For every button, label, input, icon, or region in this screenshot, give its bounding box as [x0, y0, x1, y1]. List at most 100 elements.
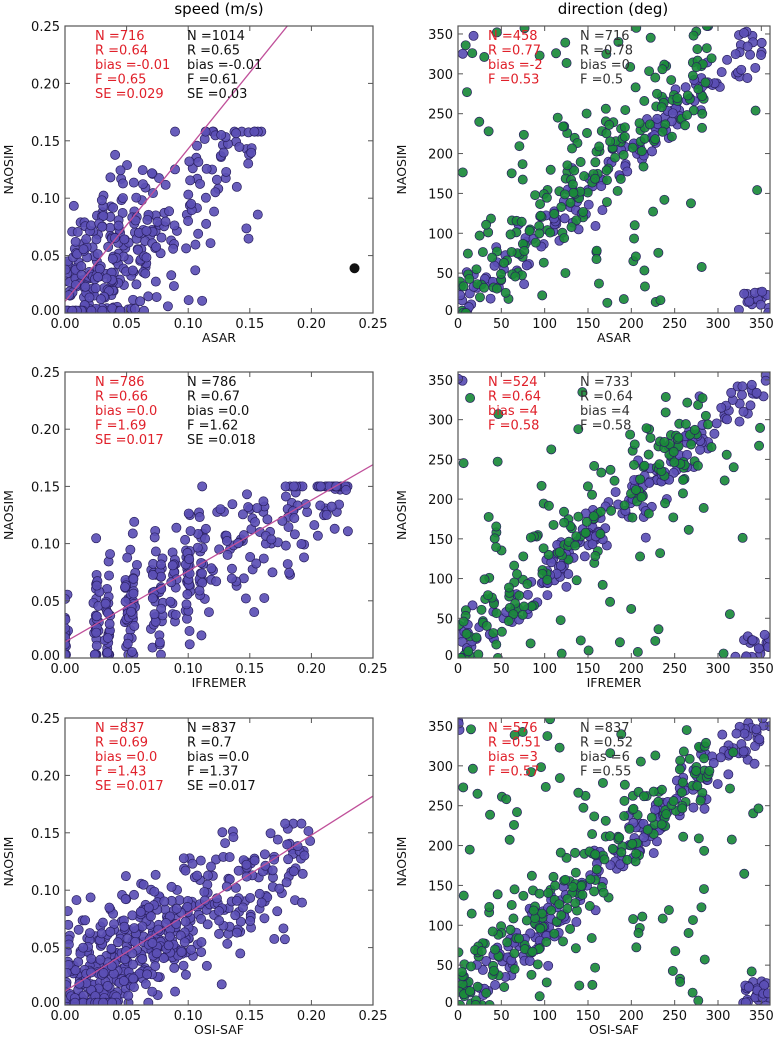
data-point-series-a — [717, 729, 728, 740]
data-point — [194, 585, 205, 596]
y-tick-label: 0.10 — [31, 884, 60, 899]
data-point — [120, 871, 131, 882]
data-point — [192, 140, 202, 151]
y-tick-label: 250 — [428, 800, 453, 815]
data-point — [289, 513, 300, 524]
data-point-series-b — [483, 511, 494, 522]
data-point-series-b — [666, 75, 677, 86]
data-point-series-b — [635, 551, 646, 562]
data-point — [171, 903, 182, 914]
data-point-series-b — [484, 902, 495, 912]
data-point-series-a — [743, 982, 754, 993]
x-tick-label: 0.00 — [51, 317, 80, 332]
data-point — [78, 244, 89, 255]
data-point — [224, 852, 235, 863]
data-point-series-b — [481, 620, 492, 631]
y-tick-label: 350 — [428, 374, 453, 389]
data-point — [178, 960, 189, 971]
data-point-series-b — [504, 834, 515, 845]
data-point-series-b — [637, 911, 648, 922]
data-point-series-b — [581, 108, 592, 119]
data-point-series-b — [534, 888, 545, 899]
data-point — [210, 187, 221, 198]
data-point-series-b — [552, 112, 563, 123]
data-point — [150, 546, 161, 557]
x-tick-label: 200 — [619, 1009, 644, 1024]
x-tick-label: 300 — [706, 317, 731, 332]
data-point — [86, 220, 97, 231]
data-point-series-a — [744, 296, 755, 307]
data-point-series-b — [699, 845, 710, 856]
data-point-series-b — [589, 886, 600, 897]
data-point — [105, 172, 116, 183]
data-point-series-b — [688, 105, 699, 116]
data-point — [241, 859, 252, 870]
regression-line — [65, 795, 373, 992]
y-tick-label: 0 — [445, 304, 453, 319]
data-point-series-a — [722, 414, 732, 425]
data-point-series-b — [509, 560, 520, 571]
stat-red: F =0.57 — [488, 765, 539, 780]
data-point — [214, 928, 225, 939]
data-point-series-b — [573, 511, 584, 522]
stat-red: SE =0.017 — [95, 779, 164, 794]
x-tick-label: 0.20 — [297, 662, 326, 677]
data-point-series-a — [481, 956, 492, 966]
data-point — [131, 559, 142, 570]
data-point-series-a — [741, 651, 752, 658]
data-point-series-b — [560, 874, 571, 885]
data-point-series-b — [465, 986, 475, 997]
data-point-series-b — [660, 407, 671, 418]
data-point — [221, 166, 232, 177]
data-point — [197, 568, 207, 579]
data-point — [151, 242, 162, 252]
data-point-series-a — [647, 146, 657, 157]
data-point — [104, 570, 114, 581]
data-point-series-b — [629, 459, 639, 470]
data-point-series-a — [750, 62, 761, 73]
y-tick-label: 300 — [428, 414, 453, 429]
data-point — [252, 503, 263, 513]
data-point-series-a — [757, 286, 768, 297]
data-point — [70, 997, 80, 1005]
data-point-series-b — [492, 889, 503, 900]
data-point — [303, 826, 314, 837]
data-point-series-a — [711, 418, 722, 429]
data-point-series-b — [571, 575, 582, 586]
points-group — [65, 818, 316, 1005]
data-point-series-b — [618, 149, 629, 160]
data-point-series-b — [465, 392, 476, 403]
data-point — [158, 953, 169, 964]
data-point-series-a — [716, 67, 727, 78]
data-point-series-b — [648, 206, 659, 217]
data-point-series-b — [677, 777, 688, 788]
data-point-series-b — [502, 937, 513, 948]
data-point-series-a — [668, 467, 679, 478]
data-point-series-b — [601, 48, 612, 59]
y-tick-label: 250 — [428, 453, 453, 468]
data-point-series-b — [474, 230, 485, 241]
data-point-series-b — [518, 129, 529, 140]
data-point-series-b — [517, 174, 528, 185]
data-point-series-b — [718, 648, 729, 658]
data-point — [156, 559, 166, 570]
data-point — [180, 534, 191, 545]
data-point — [187, 858, 198, 869]
data-point-series-b — [619, 795, 630, 806]
data-point-series-b — [560, 37, 571, 48]
data-point — [147, 938, 158, 949]
data-point-series-b — [535, 199, 546, 209]
data-point-series-b — [571, 215, 582, 226]
data-point — [65, 967, 72, 978]
stat-red: R =0.77 — [488, 44, 541, 59]
data-point-series-b — [615, 174, 626, 184]
data-point-series-b — [696, 902, 707, 913]
data-point — [156, 232, 167, 243]
data-point — [80, 281, 91, 292]
data-point — [97, 221, 108, 232]
y-tick-label: 100 — [428, 573, 453, 588]
stat-red: N =576 — [488, 721, 538, 736]
data-point-series-b — [607, 843, 618, 854]
data-point — [269, 933, 280, 944]
data-point-series-b — [518, 890, 529, 901]
